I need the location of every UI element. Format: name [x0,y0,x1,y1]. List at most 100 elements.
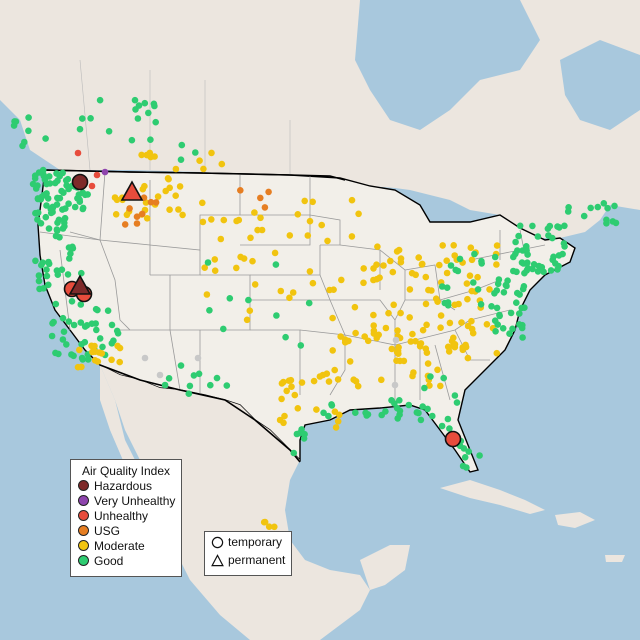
monitor-dot [199,218,207,226]
monitor-dot [68,351,75,358]
monitor-dot [325,412,332,420]
monitor-dot [218,160,226,168]
legend-label: USG [94,523,121,538]
monitor-dot [354,382,362,390]
monitor-dot [217,235,225,243]
monitor-dot [310,377,318,385]
monitor-dot [79,356,86,363]
monitor-dot [474,286,482,293]
monitor-dot [329,314,336,322]
monitor-dot [297,342,305,349]
hispaniola-land [555,512,595,528]
monitor-dot [444,302,452,309]
monitor-dot [406,286,414,293]
monitor-dot [294,211,302,218]
monitor-dot [395,246,403,254]
monitor-dot [370,276,377,284]
permanent-monitor-marker [120,180,144,201]
monitor-dot [397,309,404,317]
monitor-dot [46,180,54,187]
legend-item-temporary: temporary [211,534,291,550]
monitor-dot [438,283,446,290]
monitor-dot [470,279,477,286]
monitor-dot [271,523,278,531]
monitor-dot [223,382,231,389]
monitor-dot [79,115,86,122]
monitor-dot [422,300,430,308]
monitor-dot [176,183,184,190]
monitor-dot [84,191,91,198]
monitor-dot [84,356,92,363]
monitor-dot [81,338,89,346]
monitor-dot [499,325,507,332]
monitor-dot [104,307,112,315]
monitor-dot [604,204,611,212]
monitor-dot [529,222,536,230]
monitor-dot [276,416,284,424]
monitor-dot [355,210,362,218]
circle-icon [211,536,224,548]
monitor-dot [145,109,152,117]
monitor-dot [463,280,471,287]
monitor-dot [446,319,454,327]
monitor-dot [488,303,495,310]
monitor-dot [273,312,280,319]
monitor-dot [318,221,326,229]
monitor-dot [196,157,203,164]
monitor-dot [444,415,452,423]
monitor-dot [534,233,542,240]
monitor-dot [478,257,485,265]
monitor-dot [388,397,395,404]
monitor-dot [464,295,471,303]
monitor-dot [63,341,70,348]
monitor-dot [245,296,252,304]
monitor-dot [549,256,556,264]
legend-item-very-unhealthy: Very Unhealthy [78,493,181,508]
monitor-dot [70,321,78,329]
monitor-dot [261,204,269,211]
monitor-dot [51,179,59,187]
monitor-dot [459,462,467,470]
monitor-dot [338,276,345,284]
monitor-dot [330,286,337,294]
monitor-dot [456,255,464,263]
monitor-dot [288,383,295,391]
monitor-dot [380,262,387,269]
monitor-dot [600,200,608,207]
monitor-dot [529,265,536,273]
monitor-dot [465,448,473,455]
monitor-dot [211,256,219,263]
monitor-dot [423,321,430,329]
monitor-dot [204,259,212,266]
monitor-dot [547,267,555,274]
permanent-monitor-marker [68,274,92,295]
monitor-dot [382,324,390,332]
monitor-dot [612,219,620,227]
monitor-dot [88,320,96,328]
monitor-dot [246,307,254,315]
monitor-dot [504,277,511,285]
monitor-dot [305,299,313,307]
monitor-dot [337,333,345,340]
monitor-dot [195,370,203,378]
monitor-dot [79,204,87,212]
monitor-dot [141,99,149,107]
monitor-dot [293,430,301,438]
monitor-dot [450,242,458,249]
monitor-dot [437,382,444,390]
monitor-dot [421,384,428,392]
monitor-dot [283,387,291,395]
monitor-dot [133,213,141,220]
monitor-dot [64,271,72,278]
monitor-dot [108,340,116,347]
monitor-dot [346,358,354,365]
monitor-dot [91,342,98,350]
hudson-bay [355,0,540,130]
monitor-dot [147,136,154,143]
monitor-dot [54,271,62,279]
monitor-dot [587,204,594,212]
monitor-dot [150,100,158,108]
monitor-dot [352,409,359,417]
monitor-dot [186,382,194,390]
monitor-dot [376,274,383,282]
